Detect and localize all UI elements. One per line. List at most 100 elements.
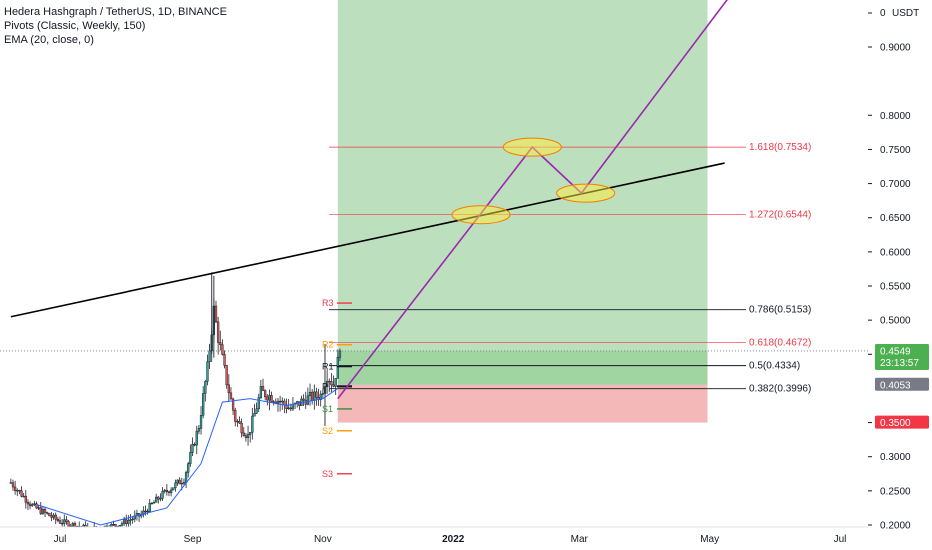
candle-body xyxy=(18,490,21,492)
price-badge-label-0: 0.4549 xyxy=(880,346,911,357)
candle-body xyxy=(167,491,171,494)
symbol-title[interactable]: Hedera Hashgraph / TetherUS, 1D, BINANCE xyxy=(4,6,227,18)
y-tick-label: 0.8000 xyxy=(880,111,911,122)
price-badge-2 xyxy=(875,415,929,429)
candle-body xyxy=(13,486,17,491)
candle-body xyxy=(159,498,162,500)
candle-body xyxy=(313,391,316,401)
pivot-label-r2: R2 xyxy=(322,340,334,350)
price-axis[interactable]: USDT 0 0.9000 0.8000 0.7500 0.7000 0.6500 0.600… xyxy=(868,0,932,550)
position-zones xyxy=(337,0,708,423)
candle-body xyxy=(308,391,312,397)
candle-body xyxy=(163,489,166,492)
candle-body xyxy=(11,482,15,488)
candle-body xyxy=(214,305,218,323)
candle-body xyxy=(187,463,190,473)
candle-body xyxy=(33,503,36,505)
chart-legend: Hedera Hashgraph / TetherUS, 1D, BINANCE… xyxy=(4,5,227,47)
candle-body xyxy=(291,403,295,410)
candle-body xyxy=(165,489,168,493)
profit-zone xyxy=(337,0,708,385)
y-tick-label: 0.3000 xyxy=(880,452,911,463)
pivots-indicator-label[interactable]: Pivots (Classic, Weekly, 150) xyxy=(4,20,146,32)
time-axis[interactable]: Jul Sep Nov 2022 Mar May Jul xyxy=(0,526,868,550)
candle-body xyxy=(125,519,128,524)
candle-body xyxy=(39,507,42,514)
candle-body xyxy=(54,514,57,520)
candle-body xyxy=(255,408,258,414)
candle-body xyxy=(146,510,149,513)
candle-body xyxy=(229,392,233,400)
candle-body xyxy=(127,520,130,524)
ema-indicator-label[interactable]: EMA (20, close, 0) xyxy=(4,34,94,46)
candle-body xyxy=(56,518,60,521)
pivot-label-r1: R1 xyxy=(322,362,334,372)
pivot-label-r3: R3 xyxy=(322,298,334,308)
candle-body xyxy=(131,518,134,521)
pivot-label-p: P xyxy=(322,381,328,391)
candle-body xyxy=(287,407,290,410)
candle-body xyxy=(16,490,19,492)
fibonacci-levels: 1.618(0.7534) 1.272(0.6544) 0.786(0.5153) 0… xyxy=(329,142,811,395)
x-tick-label-0: Jul xyxy=(54,534,67,545)
candle-body xyxy=(270,395,273,402)
price-badge-countdown: 23:13:57 xyxy=(880,358,919,369)
candle-body xyxy=(231,398,235,411)
candle-body xyxy=(43,509,47,513)
candle-body xyxy=(332,384,335,387)
y-tick-label: 0.6000 xyxy=(880,247,911,258)
candle-body xyxy=(216,321,220,343)
ema-line xyxy=(36,388,339,526)
candle-body xyxy=(225,365,228,386)
candle-body xyxy=(208,350,211,363)
candle-body xyxy=(112,524,115,526)
fib-label-1: 1.272(0.6544) xyxy=(749,210,811,221)
candle-body xyxy=(48,513,51,517)
candle-body xyxy=(22,495,25,498)
y-tick-label: 0.9000 xyxy=(880,43,911,54)
candle-body xyxy=(202,393,205,416)
candle-body xyxy=(152,502,156,504)
y-tick-label: 0.2000 xyxy=(880,521,911,532)
candle-body xyxy=(238,421,241,424)
candle-body xyxy=(129,519,132,521)
candle-body xyxy=(285,404,288,410)
candle-body xyxy=(244,435,248,438)
candle-body xyxy=(150,502,154,505)
candle-body xyxy=(114,524,117,527)
candle-body xyxy=(315,391,318,398)
candle-body xyxy=(184,472,188,483)
candle-body xyxy=(249,432,252,435)
y-tick-label: 0.7000 xyxy=(880,179,911,190)
candle-body xyxy=(206,361,209,382)
candle-body xyxy=(236,420,239,423)
candle-body xyxy=(182,482,186,484)
loss-zone xyxy=(337,384,708,423)
candle-body xyxy=(306,395,310,405)
candle-body xyxy=(120,523,124,526)
x-tick-label-6: Jul xyxy=(834,534,847,545)
fib-label-4: 0.5(0.4334) xyxy=(749,361,800,372)
projection-path[interactable] xyxy=(337,0,748,400)
target-ellipses[interactable] xyxy=(451,137,616,225)
candle-body xyxy=(65,519,68,522)
candle-body xyxy=(178,479,181,485)
pivot-label-s3: S3 xyxy=(322,469,333,479)
candle-body xyxy=(169,489,173,494)
candle-body xyxy=(246,434,250,438)
candle-body xyxy=(328,380,331,383)
projection-polyline xyxy=(337,0,728,400)
candle-body xyxy=(52,514,55,518)
x-tick-label-1: Sep xyxy=(184,534,202,545)
candle-body xyxy=(176,479,179,484)
candle-body xyxy=(37,507,40,509)
candle-body xyxy=(219,342,222,345)
candle-body xyxy=(276,400,280,404)
candle-body xyxy=(204,381,207,394)
candle-body xyxy=(197,428,201,432)
x-tick-label-3: 2022 xyxy=(442,534,465,545)
candle-body xyxy=(28,503,32,507)
fib-label-0: 1.618(0.7534) xyxy=(749,142,811,153)
candle-body xyxy=(180,482,183,485)
